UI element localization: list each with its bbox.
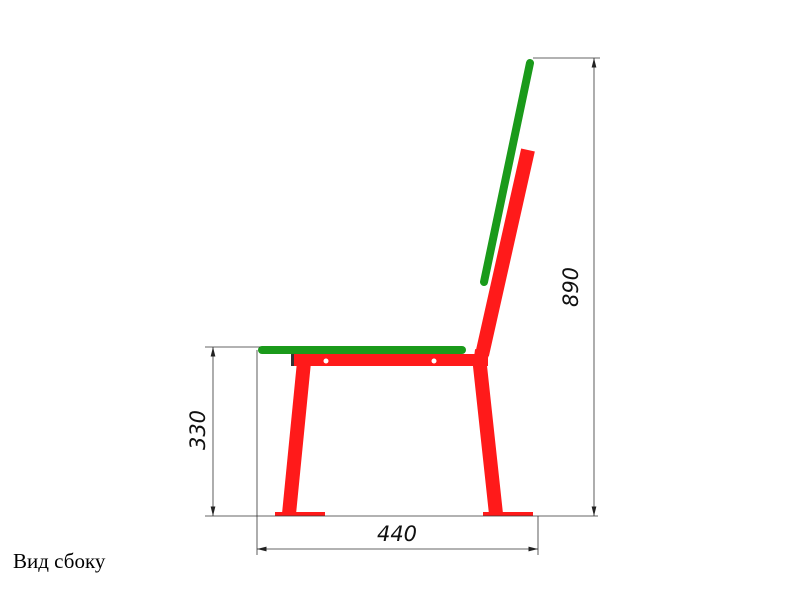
view-caption: Вид сбоку xyxy=(13,549,106,573)
backrest-slat xyxy=(480,59,534,286)
back-post xyxy=(475,148,535,357)
front-leg xyxy=(282,361,311,515)
dim-440-label: 440 xyxy=(377,522,417,546)
bolt-hole xyxy=(323,358,329,364)
bench-wood xyxy=(258,59,534,354)
dimension-lines xyxy=(205,57,600,555)
bench-frame xyxy=(275,148,535,516)
rear-leg xyxy=(472,349,503,515)
seat-rail xyxy=(292,354,488,366)
bolt-hole xyxy=(431,358,437,364)
seat-rail-end xyxy=(291,354,294,366)
front-foot-plate xyxy=(275,512,325,516)
rear-foot-plate xyxy=(483,512,533,516)
dim-330-label: 330 xyxy=(186,410,210,450)
dim-890-label: 890 xyxy=(559,267,583,307)
